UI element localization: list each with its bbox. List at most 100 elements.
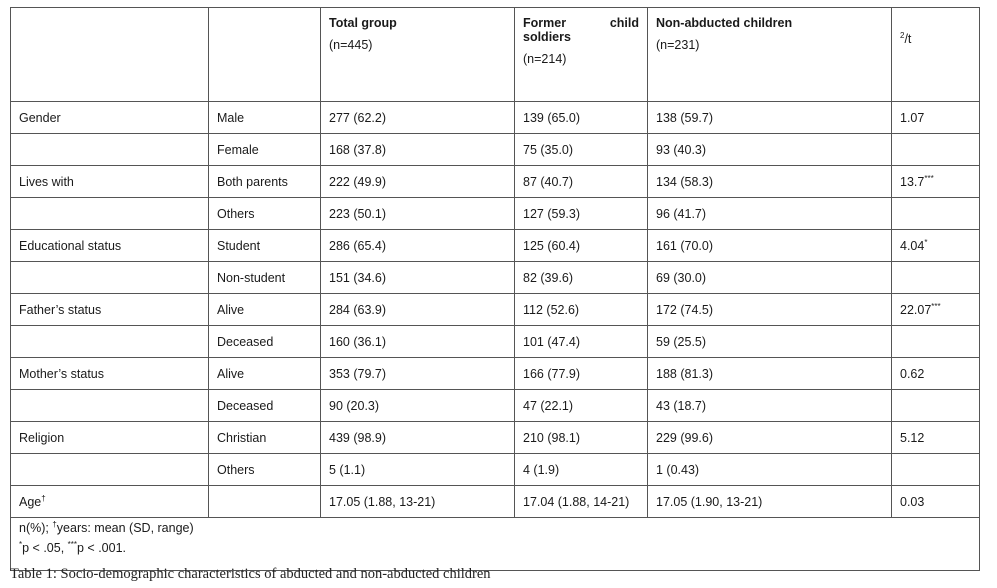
header-stat-sup: 2	[900, 30, 905, 40]
table-row: Deceased 160 (36.1) 101 (47.4) 59 (25.5)	[10, 325, 980, 358]
table-row: Female 168 (37.8) 75 (35.0) 93 (40.3)	[10, 133, 980, 166]
row-stat-value: 13.7	[900, 174, 925, 189]
row-total: 223 (50.1)	[320, 197, 515, 230]
row-total: 222 (49.9)	[320, 165, 515, 198]
header-non-abducted: Non-abducted children (n=231)	[647, 7, 892, 102]
row-stat: 0.62	[891, 357, 980, 390]
row-non: 96 (41.7)	[647, 197, 892, 230]
row-category: Alive	[208, 293, 321, 326]
row-stat-significance: ***	[931, 301, 941, 311]
row-variable	[10, 325, 209, 358]
row-stat: 22.07***	[891, 293, 980, 326]
row-former: 210 (98.1)	[514, 421, 648, 454]
header-former-word: Former	[523, 16, 567, 30]
row-category: Non-student	[208, 261, 321, 294]
row-category: Christian	[208, 421, 321, 454]
table-row: Deceased 90 (20.3) 47 (22.1) 43 (18.7)	[10, 389, 980, 422]
row-variable: Mother’s status	[10, 357, 209, 390]
row-stat: 13.7***	[891, 165, 980, 198]
footnote-star: *	[19, 539, 23, 549]
row-former: 112 (52.6)	[514, 293, 648, 326]
row-category: Others	[208, 453, 321, 486]
header-former-n: (n=214)	[523, 52, 567, 66]
table-row: Non-student 151 (34.6) 82 (39.6) 69 (30.0)	[10, 261, 980, 294]
row-non: 93 (40.3)	[647, 133, 892, 166]
row-category	[208, 485, 321, 518]
row-total: 17.05 (1.88, 13-21)	[320, 485, 515, 518]
row-non: 69 (30.0)	[647, 261, 892, 294]
age-label: Age	[19, 494, 42, 509]
row-variable	[10, 453, 209, 486]
row-total: 277 (62.2)	[320, 101, 515, 134]
table-row-age: Age† 17.05 (1.88, 13-21) 17.04 (1.88, 14…	[10, 485, 980, 518]
row-stat-significance: *	[924, 237, 928, 247]
row-stat	[891, 133, 980, 166]
row-former: 139 (65.0)	[514, 101, 648, 134]
row-former: 75 (35.0)	[514, 133, 648, 166]
row-variable	[10, 261, 209, 294]
row-category: Deceased	[208, 325, 321, 358]
row-stat-value: 22.07	[900, 302, 932, 317]
table-row: Gender Male 277 (62.2) 139 (65.0) 138 (59.7)…	[10, 101, 980, 134]
row-category: Others	[208, 197, 321, 230]
row-total: 5 (1.1)	[320, 453, 515, 486]
row-category: Female	[208, 133, 321, 166]
row-total: 284 (63.9)	[320, 293, 515, 326]
row-former: 101 (47.4)	[514, 325, 648, 358]
header-non-label: Non-abducted children	[656, 16, 793, 30]
row-former: 47 (22.1)	[514, 389, 648, 422]
row-non: 1 (0.43)	[647, 453, 892, 486]
header-total-n: (n=445)	[329, 38, 373, 52]
row-non: 138 (59.7)	[647, 101, 892, 134]
row-variable: Gender	[10, 101, 209, 134]
sociodemographic-table: Total group (n=445) Former child soldier…	[10, 7, 980, 571]
row-stat: 1.07	[891, 101, 980, 134]
header-category	[208, 7, 321, 102]
row-total: 160 (36.1)	[320, 325, 515, 358]
row-former: 82 (39.6)	[514, 261, 648, 294]
footnote-n-percent: n(%);	[19, 521, 53, 535]
header-statistic: 2/t	[891, 7, 980, 102]
footnote-cell: n(%); †years: mean (SD, range) *p < .05,…	[10, 517, 980, 571]
row-total: 90 (20.3)	[320, 389, 515, 422]
table-row: Father’s status Alive 284 (63.9) 112 (52.6)…	[10, 293, 980, 326]
row-stat	[891, 261, 980, 294]
row-variable: Religion	[10, 421, 209, 454]
row-variable	[10, 389, 209, 422]
footnote-row: n(%); †years: mean (SD, range) *p < .05,…	[10, 517, 980, 571]
row-stat	[891, 453, 980, 486]
row-former: 87 (40.7)	[514, 165, 648, 198]
row-stat-value: 1.07	[900, 110, 925, 125]
row-stat-value: 5.12	[900, 430, 925, 445]
table-row: Others 5 (1.1) 4 (1.9) 1 (0.43)	[10, 453, 980, 486]
footnote-triple-star: ***	[67, 539, 77, 549]
row-stat-value: 4.04	[900, 238, 925, 253]
header-former-child-soldiers: Former child soldiers (n=214)	[514, 7, 648, 102]
row-non: 134 (58.3)	[647, 165, 892, 198]
row-category: Deceased	[208, 389, 321, 422]
row-category: Student	[208, 229, 321, 262]
row-non: 17.05 (1.90, 13-21)	[647, 485, 892, 518]
row-category: Male	[208, 101, 321, 134]
row-variable: Father’s status	[10, 293, 209, 326]
header-child-word: child	[609, 16, 639, 30]
row-stat	[891, 197, 980, 230]
row-stat: 4.04*	[891, 229, 980, 262]
row-former: 166 (77.9)	[514, 357, 648, 390]
row-stat	[891, 325, 980, 358]
row-stat: 0.03	[891, 485, 980, 518]
footnote-years: years: mean (SD, range)	[56, 521, 194, 535]
row-stat: 5.12	[891, 421, 980, 454]
row-variable: Educational status	[10, 229, 209, 262]
row-former: 127 (59.3)	[514, 197, 648, 230]
table-row: Others 223 (50.1) 127 (59.3) 96 (41.7)	[10, 197, 980, 230]
header-non-n: (n=231)	[656, 38, 700, 52]
footnote-p05: p < .05,	[22, 541, 68, 555]
row-non: 172 (74.5)	[647, 293, 892, 326]
row-non: 161 (70.0)	[647, 229, 892, 262]
footnote-p001: p < .001.	[77, 541, 126, 555]
row-category: Both parents	[208, 165, 321, 198]
row-non: 43 (18.7)	[647, 389, 892, 422]
row-non: 229 (99.6)	[647, 421, 892, 454]
header-stat-label: /t	[904, 32, 912, 46]
